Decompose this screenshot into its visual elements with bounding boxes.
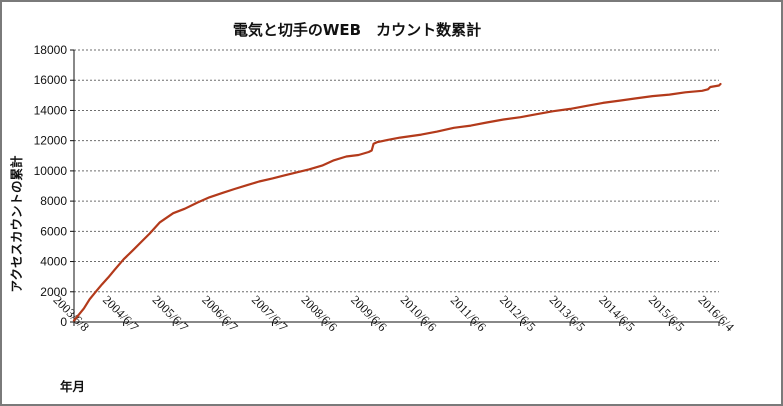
x-tick-label: 2007/6/7 xyxy=(249,293,290,334)
x-tick-label: 2004/6/7 xyxy=(100,293,141,334)
y-tick-labels: 0 2000 4000 6000 8000 10000 12000 14000 16000 180… xyxy=(34,43,68,329)
x-tick-label: 2008/6/6 xyxy=(299,293,340,334)
x-tick-label: 2016/6/4 xyxy=(695,293,737,335)
y-tick-label: 16000 xyxy=(34,73,68,87)
y-tick-label: 14000 xyxy=(34,103,68,117)
grid-lines xyxy=(74,49,719,293)
x-tick-label: 2006/6/7 xyxy=(199,293,240,334)
series-line xyxy=(72,82,722,322)
y-axis-label: アクセスカウントの累計 xyxy=(9,155,24,292)
y-tick-label: 10000 xyxy=(34,164,68,178)
x-tick-label: 2013/6/5 xyxy=(547,293,588,334)
series-layer xyxy=(72,82,722,322)
x-tick-label: 2011/6/6 xyxy=(448,293,489,334)
x-tick-label: 2009/6/6 xyxy=(348,293,389,334)
chart-title: 電気と切手のWEB カウント数累計 xyxy=(233,21,481,39)
x-tick-label: 2005/6/7 xyxy=(150,293,191,334)
x-axis-label: 年月 xyxy=(60,379,85,394)
y-tick-label: 18000 xyxy=(34,43,68,57)
x-tick-label: 2010/6/6 xyxy=(398,293,439,334)
y-tick-label: 4000 xyxy=(40,255,67,269)
x-tick-labels: 2003/6/8 2004/6/7 2005/6/7 2006/6/7 2007/6/7… xyxy=(50,293,737,335)
x-tick-label: 2014/6/5 xyxy=(596,293,637,334)
y-tick-label: 6000 xyxy=(40,224,67,238)
y-tick-label: 2000 xyxy=(40,285,67,299)
x-tick-label: 2012/6/5 xyxy=(497,293,538,334)
y-tick-label: 12000 xyxy=(34,134,68,148)
axes xyxy=(70,49,720,326)
y-tick-label: 0 xyxy=(60,315,67,329)
x-tick-label: 2015/6/5 xyxy=(646,293,687,334)
x-tick-label: 2003/6/8 xyxy=(50,293,91,334)
y-tick-label: 8000 xyxy=(40,194,67,208)
